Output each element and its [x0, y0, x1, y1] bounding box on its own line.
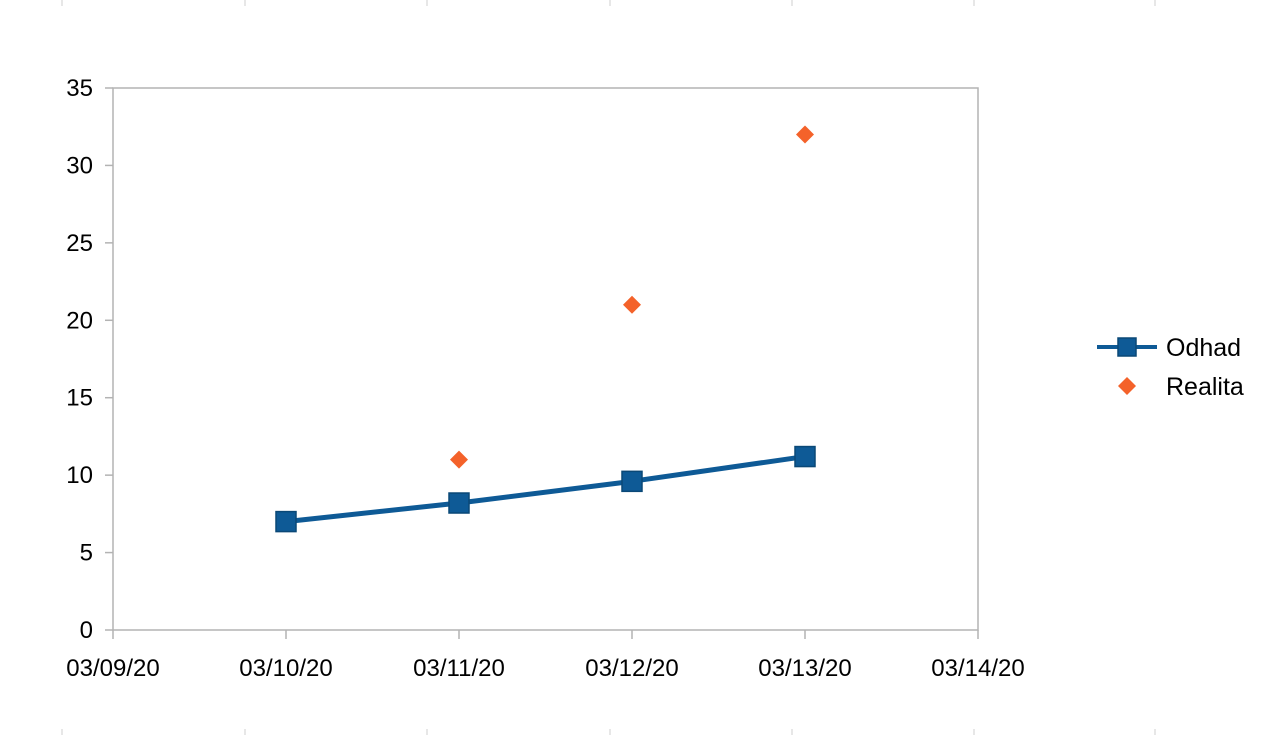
- y-tick-label: 30: [66, 152, 93, 179]
- legend-square-swatch: [1117, 337, 1137, 357]
- data-point-square: [621, 470, 643, 493]
- x-tick-label: 03/09/20: [66, 655, 159, 682]
- x-axis: 03/09/20 03/10/20 03/11/20 03/12/20 03/13/20…: [66, 630, 1025, 682]
- data-point-diamond: [796, 125, 814, 144]
- data-point-diamond: [623, 295, 641, 314]
- x-tick-label: 03/13/20: [758, 655, 851, 682]
- series-line-odhad: [285, 454, 806, 525]
- plot-area-border: [112, 87, 979, 631]
- series-layer: [275, 125, 816, 533]
- legend-label: Odhad: [1166, 334, 1241, 362]
- legend: Odhad Realita: [1097, 334, 1244, 401]
- legend-item-realita: Realita: [1118, 373, 1244, 401]
- y-tick-label: 20: [66, 307, 93, 334]
- y-tick-label: 15: [66, 385, 93, 412]
- data-point-diamond: [450, 450, 468, 469]
- legend-label: Realita: [1166, 373, 1244, 401]
- legend-diamond-swatch: [1118, 377, 1136, 395]
- x-tick-label: 03/10/20: [239, 655, 332, 682]
- x-tick-label: 03/12/20: [585, 655, 678, 682]
- y-tick-label: 5: [80, 540, 93, 567]
- plot-frame-layer: [61, 0, 1156, 735]
- data-point-square: [448, 492, 470, 514]
- series-realita: [450, 125, 814, 469]
- y-tick-label: 10: [66, 462, 93, 489]
- data-point-square: [275, 510, 297, 533]
- x-tick-label: 03/11/20: [413, 655, 505, 682]
- series-odhad: [275, 445, 816, 533]
- y-axis: 0 5 10 15 20 25 30 35: [66, 75, 113, 644]
- y-tick-label: 35: [66, 75, 93, 102]
- legend-item-odhad: Odhad: [1097, 334, 1241, 362]
- data-point-square: [794, 445, 816, 468]
- x-tick-label: 03/14/20: [931, 655, 1024, 682]
- y-tick-label: 0: [80, 617, 93, 644]
- y-tick-label: 25: [66, 230, 93, 257]
